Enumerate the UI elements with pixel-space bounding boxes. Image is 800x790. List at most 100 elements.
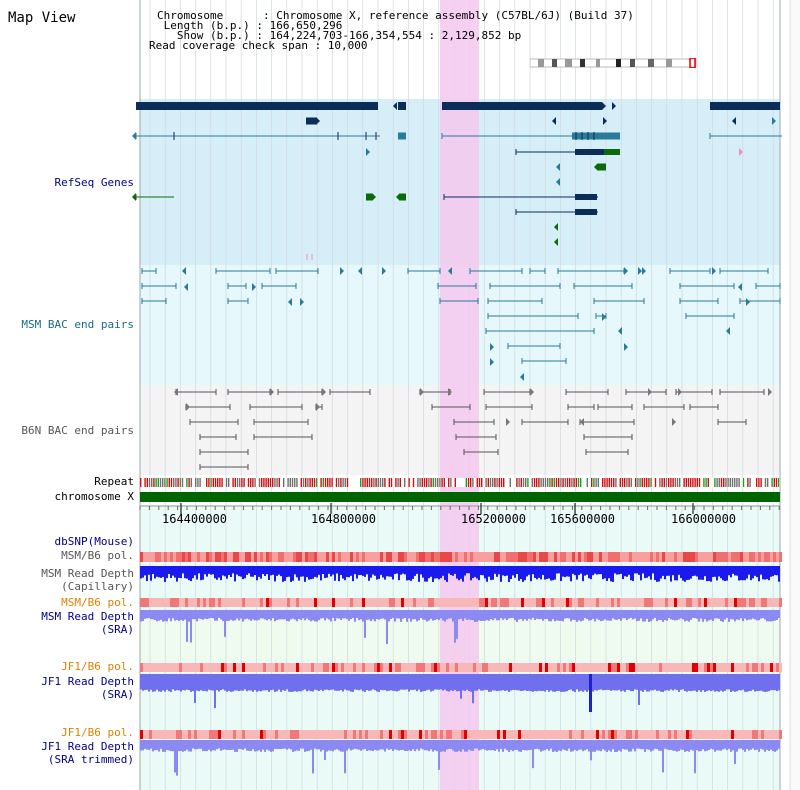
- polymorphism-bin: [680, 730, 683, 739]
- read-depth-bin: [710, 566, 712, 582]
- read-depth-bin: [602, 674, 604, 691]
- read-depth-bin: [316, 740, 318, 750]
- track-label-refseq-genes[interactable]: RefSeq Genes: [54, 176, 134, 189]
- read-depth-bin: [446, 566, 448, 582]
- read-depth-bin: [616, 610, 618, 620]
- repeat-element: [476, 478, 478, 487]
- repeat-element: [734, 478, 736, 487]
- strand-arrow: [420, 388, 424, 396]
- read-depth-bin: [242, 674, 244, 691]
- read-depth-bin: [606, 610, 608, 621]
- polymorphism-bin: [182, 663, 185, 672]
- repeat-element: [190, 478, 192, 487]
- read-depth-bin: [362, 610, 364, 622]
- polymorphism-bin: [452, 598, 455, 607]
- polymorphism-bin: [278, 598, 281, 607]
- read-depth-bin: [758, 674, 760, 691]
- read-depth-bin: [652, 610, 654, 620]
- read-depth-bin: [394, 740, 396, 750]
- polymorphism-bin: [428, 730, 431, 739]
- polymorphism-bin: [491, 730, 494, 739]
- read-depth-bin: [724, 674, 726, 691]
- track-label-msm-bac[interactable]: MSM BAC end pairs: [21, 318, 134, 331]
- track-label-jf1-b6-pol-2[interactable]: JF1/B6 pol.: [61, 726, 134, 739]
- read-depth-bin: [438, 566, 440, 580]
- read-depth-bin: [748, 740, 750, 751]
- read-depth-bin: [528, 674, 530, 691]
- repeat-element: [538, 478, 540, 487]
- read-depth-bin: [306, 566, 308, 578]
- read-depth-bin: [504, 674, 506, 691]
- track-label-msm-b6-pol-2[interactable]: MSM/B6 pol.: [61, 596, 134, 609]
- read-depth-bin: [384, 740, 386, 752]
- read-depth-bin: [248, 674, 250, 691]
- read-depth-bin: [210, 610, 212, 618]
- read-depth-bin: [322, 674, 324, 692]
- read-depth-bin: [450, 674, 452, 691]
- polymorphism-bin: [596, 598, 599, 607]
- polymorphism-bin: [632, 663, 635, 672]
- exon-block: [598, 163, 606, 171]
- read-depth-bin: [578, 566, 580, 575]
- read-depth-bin: [352, 610, 354, 619]
- read-depth-bin: [624, 566, 626, 577]
- read-depth-bin: [686, 566, 688, 580]
- polymorphism-bin: [722, 552, 725, 562]
- read-depth-bin: [522, 610, 524, 621]
- read-depth-bin: [146, 610, 148, 619]
- read-depth-bin: [750, 674, 752, 691]
- track-label-jf1-depth-sra[interactable]: JF1 Read Depth: [41, 675, 134, 688]
- polymorphism-bin: [146, 730, 149, 739]
- read-depth-bin: [718, 674, 720, 692]
- polymorphism-bin: [386, 598, 389, 607]
- read-depth-bin: [304, 566, 306, 582]
- read-depth-bin: [768, 610, 770, 622]
- read-depth-bin: [696, 674, 698, 692]
- track-label-msm-b6-pol-1[interactable]: MSM/B6 pol.: [61, 549, 134, 562]
- read-depth-bin: [646, 566, 648, 578]
- polymorphism-bin: [305, 552, 308, 562]
- polymorphism-bin: [245, 663, 248, 672]
- read-depth-bin: [318, 740, 320, 750]
- repeat-element: [540, 478, 542, 487]
- chromosome-ideogram[interactable]: [529, 53, 698, 69]
- read-depth-bin: [614, 674, 616, 691]
- track-label-msm-depth-sra[interactable]: MSM Read Depth: [41, 610, 134, 623]
- polymorphism-bin: [539, 598, 542, 607]
- track-label-jf1-b6-pol-1[interactable]: JF1/B6 pol.: [61, 660, 134, 673]
- polymorphism-bin: [275, 730, 278, 739]
- read-depth-bin: [440, 674, 442, 690]
- polymorphism-bin: [566, 730, 569, 739]
- polymorphism-bin: [356, 598, 359, 607]
- polymorphism-bin: [260, 598, 263, 607]
- read-depth-bin: [658, 610, 660, 620]
- read-depth-bin: [458, 740, 460, 751]
- read-depth-bin: [712, 740, 714, 750]
- read-depth-bin: [596, 674, 598, 691]
- track-label-msm-depth-capillary[interactable]: MSM Read Depth: [41, 567, 134, 580]
- polymorphism-bin: [488, 598, 491, 607]
- read-depth-bin: [528, 566, 530, 575]
- strand-arrow: [624, 343, 628, 351]
- polymorphism-bin: [593, 663, 596, 672]
- read-depth-bin: [158, 674, 160, 692]
- track-label-jf1-depth-trimmed[interactable]: JF1 Read Depth: [41, 740, 134, 753]
- polymorphism-bin: [368, 730, 371, 739]
- read-depth-bin: [302, 674, 304, 691]
- strand-arrow: [594, 163, 598, 171]
- read-depth-bin: [766, 610, 768, 622]
- read-depth-bin: [168, 566, 170, 574]
- polymorphism-bin: [206, 552, 209, 562]
- read-depth-bin: [220, 610, 222, 620]
- track-label-dbsnp[interactable]: dbSNP(Mouse): [54, 535, 134, 548]
- repeat-element: [267, 478, 269, 487]
- track-label-b6n-bac[interactable]: B6N BAC end pairs: [21, 424, 134, 437]
- read-depth-bin: [186, 566, 188, 579]
- read-depth-bin: [168, 674, 170, 692]
- repeat-element: [146, 478, 148, 487]
- polymorphism-bin: [470, 663, 473, 672]
- read-depth-bin: [228, 674, 230, 691]
- polymorphism-bin: [650, 730, 653, 739]
- read-depth-bin: [632, 740, 634, 749]
- read-depth-bin: [448, 566, 450, 574]
